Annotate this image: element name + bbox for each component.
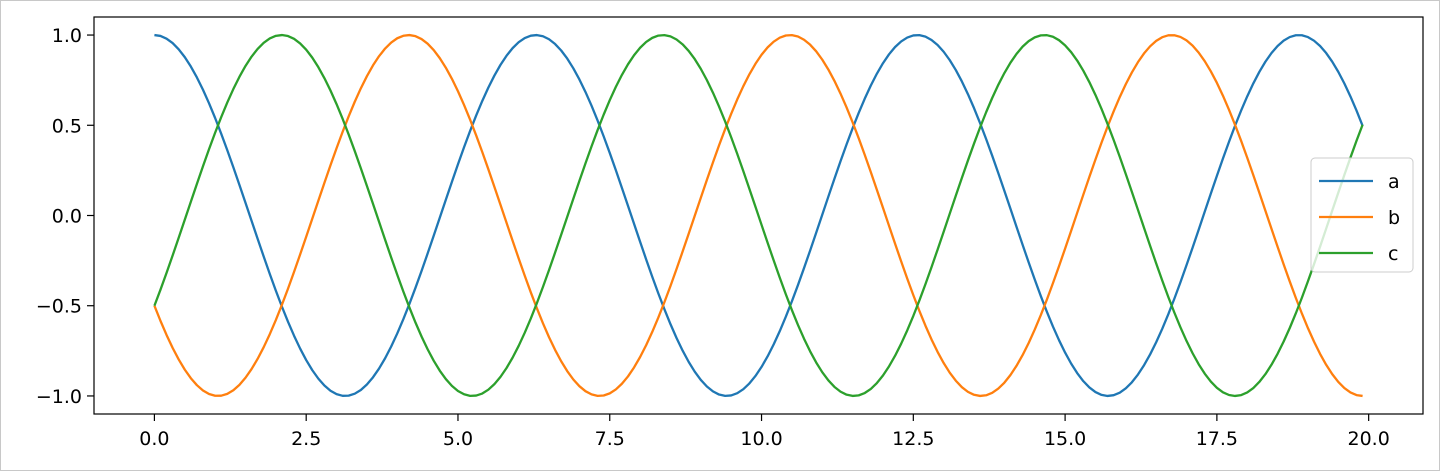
series-line-c bbox=[153, 33, 1364, 398]
x-tick-label: 12.5 bbox=[892, 428, 934, 450]
x-tick-label: 5.0 bbox=[443, 428, 473, 450]
legend-label-b: b bbox=[1388, 207, 1400, 229]
y-axis: 1.0 0.5 0.0 −0.5 −1.0 bbox=[36, 25, 94, 408]
y-tick-label: 1.0 bbox=[52, 25, 82, 47]
x-tick-label: 0.0 bbox=[139, 428, 169, 450]
x-tick-label: 2.5 bbox=[291, 428, 321, 450]
x-axis: 0.0 2.5 5.0 7.5 10.0 12.5 15.0 17.5 20.0 bbox=[139, 414, 1390, 450]
x-tick-label: 15.0 bbox=[1044, 428, 1086, 450]
series-line-a bbox=[154, 33, 1364, 398]
x-tick-label: 17.5 bbox=[1196, 428, 1238, 450]
legend: abc bbox=[1310, 157, 1414, 273]
plot-lines bbox=[153, 33, 1364, 398]
y-tick-label: 0.0 bbox=[52, 206, 82, 228]
x-tick-label: 20.0 bbox=[1348, 428, 1390, 450]
series-line-b bbox=[153, 33, 1363, 398]
y-tick-label: −1.0 bbox=[36, 386, 82, 408]
y-tick-label: −0.5 bbox=[36, 296, 82, 318]
legend-label-c: c bbox=[1388, 243, 1398, 265]
x-tick-label: 7.5 bbox=[595, 428, 625, 450]
legend-label-a: a bbox=[1388, 171, 1400, 193]
y-tick-label: 0.5 bbox=[52, 115, 82, 137]
legend-box bbox=[1310, 157, 1414, 273]
x-tick-label: 10.0 bbox=[740, 428, 782, 450]
